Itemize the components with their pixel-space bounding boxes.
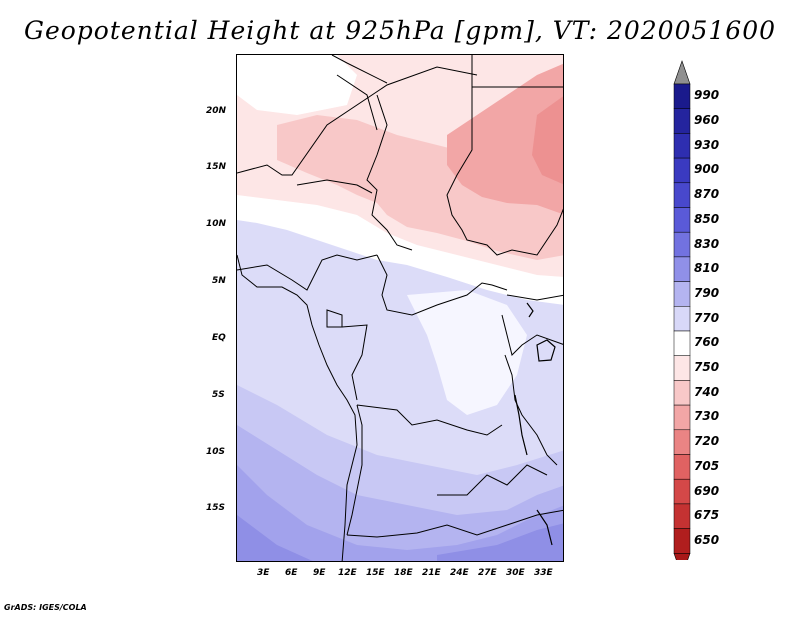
contour-810 bbox=[237, 425, 563, 561]
legend-level-label: 990 bbox=[694, 88, 720, 103]
lon-tick-label: 9E bbox=[313, 568, 326, 578]
lon-tick-label: 30E bbox=[506, 568, 525, 578]
legend-level-label: 730 bbox=[694, 409, 720, 424]
border-segment bbox=[237, 254, 378, 291]
legend-level-label: 830 bbox=[694, 236, 720, 251]
legend-swatch bbox=[673, 182, 691, 208]
border-segment bbox=[446, 55, 563, 256]
legend-level-label: 750 bbox=[694, 360, 720, 375]
lat-tick-label: 10S bbox=[206, 447, 226, 457]
border-segment bbox=[341, 324, 368, 401]
legend-level-label: 930 bbox=[694, 137, 720, 152]
contour-770-center bbox=[407, 290, 527, 415]
coastline-west bbox=[237, 254, 358, 561]
lon-tick-label: 6E bbox=[285, 568, 298, 578]
legend-swatch bbox=[673, 454, 691, 480]
border-segment bbox=[346, 404, 363, 536]
contour-760 bbox=[237, 195, 563, 305]
legend-level-label: 850 bbox=[694, 211, 720, 226]
border-segment bbox=[331, 55, 388, 84]
legend-swatch bbox=[673, 503, 691, 529]
map-title: Geopotential Height at 925hPa [gpm], VT:… bbox=[23, 16, 777, 45]
legend-bottom-arrow bbox=[673, 552, 691, 560]
border-segment bbox=[504, 354, 558, 466]
contour-map bbox=[237, 55, 563, 561]
lon-tick-label: 15E bbox=[366, 568, 385, 578]
legend-swatch bbox=[673, 404, 691, 431]
lake-turkana bbox=[526, 302, 534, 318]
border-segment bbox=[437, 464, 548, 496]
lake-malawi bbox=[536, 509, 553, 546]
legend-swatch bbox=[673, 207, 691, 233]
color-legend bbox=[673, 60, 691, 560]
legend-swatch bbox=[673, 133, 691, 159]
legend-swatch bbox=[673, 429, 691, 455]
contour-720 bbox=[532, 96, 563, 185]
legend-level-label: 760 bbox=[694, 335, 720, 350]
lon-tick-label: 18E bbox=[394, 568, 413, 578]
border-segment bbox=[356, 404, 503, 436]
border-segment bbox=[501, 314, 563, 356]
legend-level-label: 650 bbox=[694, 532, 720, 547]
legend-level-label: 900 bbox=[694, 162, 720, 177]
border-segment bbox=[506, 294, 563, 301]
contour-760-north bbox=[237, 55, 357, 115]
lat-tick-label: 20N bbox=[206, 106, 227, 116]
legend-swatch bbox=[673, 281, 691, 307]
map-panel bbox=[236, 54, 564, 562]
legend-swatch bbox=[673, 528, 691, 554]
lon-tick-label: 21E bbox=[422, 568, 441, 578]
legend-level-label: 870 bbox=[694, 187, 720, 202]
legend-swatch bbox=[673, 83, 691, 109]
lakes bbox=[514, 302, 556, 546]
legend-level-label: 770 bbox=[694, 310, 720, 325]
border-segment bbox=[376, 254, 508, 316]
border-segment bbox=[237, 66, 478, 176]
legend-swatch bbox=[673, 380, 691, 406]
legend-swatch bbox=[673, 157, 691, 184]
lon-tick-label: 27E bbox=[478, 568, 497, 578]
lake-tanganyika bbox=[514, 394, 528, 456]
legend-swatch bbox=[673, 355, 691, 381]
legend-swatch bbox=[673, 108, 691, 134]
legend-level-label: 960 bbox=[694, 113, 720, 128]
legend-level-label: 675 bbox=[694, 508, 720, 523]
legend-swatch bbox=[673, 478, 691, 505]
contour-850-sw bbox=[237, 515, 313, 561]
border-segment bbox=[346, 509, 563, 538]
border-segment bbox=[366, 94, 413, 251]
contour-730 bbox=[447, 63, 563, 215]
legend-level-label: 790 bbox=[694, 285, 720, 300]
lon-tick-label: 33E bbox=[534, 568, 553, 578]
legend-swatch bbox=[673, 306, 691, 332]
lon-tick-label: 12E bbox=[338, 568, 357, 578]
legend-top-arrow bbox=[673, 60, 691, 85]
legend-level-label: 705 bbox=[694, 458, 720, 473]
border-segment bbox=[296, 179, 373, 194]
legend-level-label: 690 bbox=[694, 483, 720, 498]
lon-tick-label: 24E bbox=[450, 568, 469, 578]
country-borders bbox=[237, 55, 563, 538]
legend-level-label: 810 bbox=[694, 261, 720, 276]
lat-tick-label: 15S bbox=[206, 503, 226, 513]
lat-tick-label: 5S bbox=[212, 390, 225, 400]
contour-830 bbox=[237, 465, 563, 561]
legend-level-label: 740 bbox=[694, 384, 720, 399]
border-segment bbox=[336, 74, 378, 131]
lake-victoria bbox=[536, 339, 556, 362]
legend-swatch bbox=[673, 256, 691, 282]
contour-850-se bbox=[437, 523, 563, 561]
footer-credit: GrADS: IGES/COLA bbox=[4, 603, 87, 612]
lat-tick-label: 10N bbox=[206, 219, 227, 229]
lon-tick-label: 3E bbox=[257, 568, 270, 578]
lat-tick-label: EQ bbox=[212, 333, 226, 343]
legend-swatch bbox=[673, 330, 691, 356]
legend-level-label: 720 bbox=[694, 434, 720, 449]
legend-swatch bbox=[673, 231, 691, 258]
lat-tick-label: 15N bbox=[206, 162, 227, 172]
lat-tick-label: 5N bbox=[212, 276, 226, 286]
